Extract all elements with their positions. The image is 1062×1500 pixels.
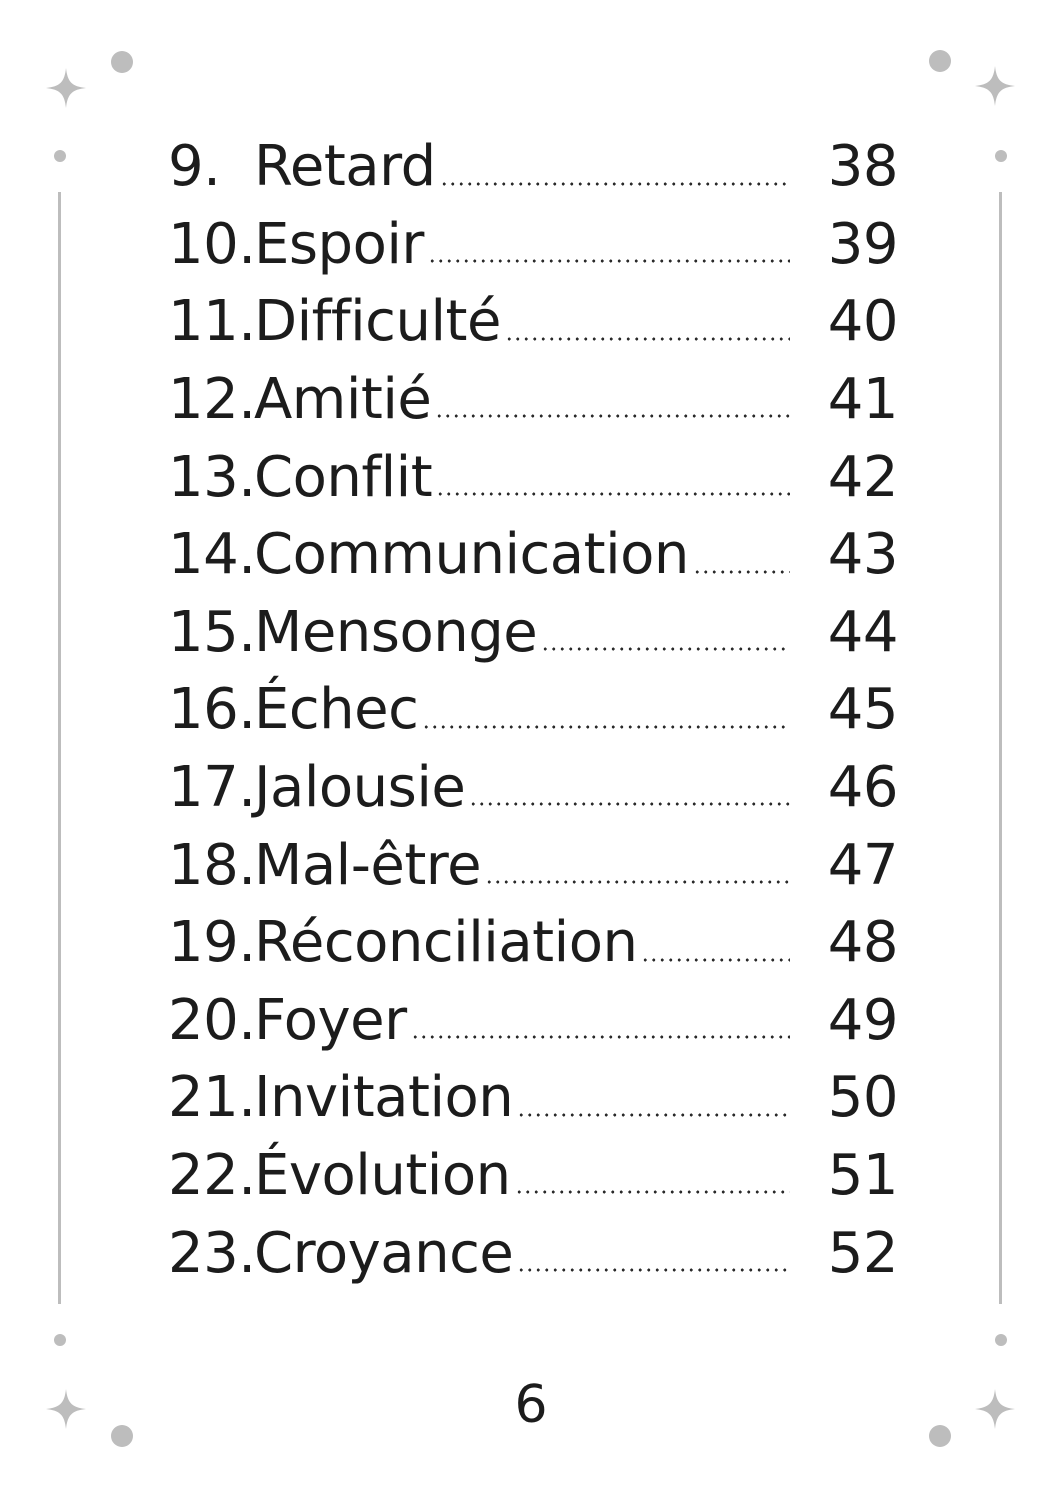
dot-leader: [469, 802, 790, 807]
entry-title: Mensonge: [254, 599, 538, 665]
entry-title: Amitié: [254, 367, 432, 433]
ornament-dot: [929, 1425, 951, 1447]
dot-leader: [410, 1035, 790, 1040]
entry-number: 17.: [168, 755, 256, 821]
dot-leader: [439, 181, 790, 186]
entry-number: 10.: [168, 211, 256, 277]
entry-number: 18.: [168, 832, 256, 898]
entry-number: 13.: [168, 444, 256, 510]
toc-entry[interactable]: 15. Mensonge 44: [168, 594, 899, 672]
entry-title: Mal-être: [254, 832, 482, 898]
entry-page-number: 40: [827, 289, 899, 355]
sparkle-icon: [975, 66, 1015, 106]
dot-leader: [517, 1112, 790, 1117]
entry-title: Invitation: [254, 1065, 514, 1131]
entry-page-number: 48: [827, 910, 899, 976]
dot-leader: [641, 957, 790, 962]
ornament-dot: [929, 50, 951, 72]
dot-leader: [422, 724, 790, 729]
entry-page-number: 45: [827, 677, 899, 743]
entry-number: 21.: [168, 1065, 256, 1131]
right-frame-line: [999, 192, 1002, 1304]
toc-entry[interactable]: 10. Espoir 39: [168, 206, 899, 284]
page-number: 6: [514, 1375, 548, 1435]
toc-entry[interactable]: 12. Amitié 41: [168, 361, 899, 439]
toc-entry[interactable]: 18. Mal-être 47: [168, 826, 899, 904]
entry-page-number: 43: [827, 522, 899, 588]
toc-entry[interactable]: 17. Jalousie 46: [168, 749, 899, 827]
dot-leader: [541, 647, 790, 652]
entry-page-number: 42: [827, 444, 899, 510]
table-of-contents: 9. Retard 38 10. Espoir 39 11. Difficulté 40 12. A…: [168, 128, 899, 1292]
entry-page-number: 38: [827, 134, 899, 200]
entry-title: Réconciliation: [254, 910, 638, 976]
dot-leader: [517, 1267, 790, 1272]
entry-page-number: 39: [827, 211, 899, 277]
entry-page-number: 44: [827, 599, 899, 665]
sparkle-icon: [975, 1389, 1015, 1429]
sparkle-icon: [46, 68, 86, 108]
entry-number: 23.: [168, 1220, 256, 1286]
sparkle-icon: [46, 1389, 86, 1429]
entry-page-number: 51: [827, 1143, 899, 1209]
toc-entry[interactable]: 9. Retard 38: [168, 128, 899, 206]
entry-page-number: 41: [827, 367, 899, 433]
entry-page-number: 46: [827, 755, 899, 821]
ornament-dot: [111, 1425, 133, 1447]
entry-title: Jalousie: [254, 755, 466, 821]
entry-number: 15.: [168, 599, 256, 665]
toc-entry[interactable]: 22. Évolution 51: [168, 1137, 899, 1215]
toc-entry[interactable]: 13. Conflit 42: [168, 438, 899, 516]
ornament-dot: [111, 51, 133, 73]
dot-leader: [485, 879, 790, 884]
dot-leader: [504, 336, 790, 341]
dot-leader: [427, 259, 790, 264]
entry-title: Échec: [254, 677, 419, 743]
entry-title: Retard: [254, 134, 436, 200]
left-frame-line: [58, 192, 61, 1304]
entry-title: Conflit: [254, 444, 433, 510]
ornament-dot: [54, 150, 66, 162]
toc-entry[interactable]: 23. Croyance 52: [168, 1214, 899, 1292]
entry-number: 14.: [168, 522, 256, 588]
toc-entry[interactable]: 19. Réconciliation 48: [168, 904, 899, 982]
dot-leader: [514, 1190, 790, 1195]
dot-leader: [436, 491, 790, 496]
entry-number: 22.: [168, 1143, 256, 1209]
entry-page-number: 47: [827, 832, 899, 898]
entry-number: 9.: [168, 134, 221, 200]
toc-entry[interactable]: 11. Difficulté 40: [168, 283, 899, 361]
ornament-dot: [995, 1334, 1007, 1346]
ornament-dot: [54, 1334, 66, 1346]
entry-number: 16.: [168, 677, 256, 743]
toc-entry[interactable]: 16. Échec 45: [168, 671, 899, 749]
entry-title: Évolution: [254, 1143, 511, 1209]
entry-page-number: 52: [827, 1220, 899, 1286]
toc-entry[interactable]: 14. Communication 43: [168, 516, 899, 594]
entry-page-number: 50: [827, 1065, 899, 1131]
toc-entry[interactable]: 21. Invitation 50: [168, 1059, 899, 1137]
entry-title: Foyer: [254, 987, 407, 1053]
entry-number: 12.: [168, 367, 256, 433]
entry-page-number: 49: [827, 987, 899, 1053]
entry-title: Difficulté: [254, 289, 501, 355]
dot-leader: [692, 569, 790, 574]
ornament-dot: [995, 150, 1007, 162]
entry-number: 19.: [168, 910, 256, 976]
entry-title: Espoir: [254, 211, 424, 277]
entry-number: 11.: [168, 289, 256, 355]
dot-leader: [435, 414, 790, 419]
toc-entry[interactable]: 20. Foyer 49: [168, 982, 899, 1060]
entry-number: 20.: [168, 987, 256, 1053]
entry-title: Communication: [254, 522, 689, 588]
entry-title: Croyance: [254, 1220, 514, 1286]
